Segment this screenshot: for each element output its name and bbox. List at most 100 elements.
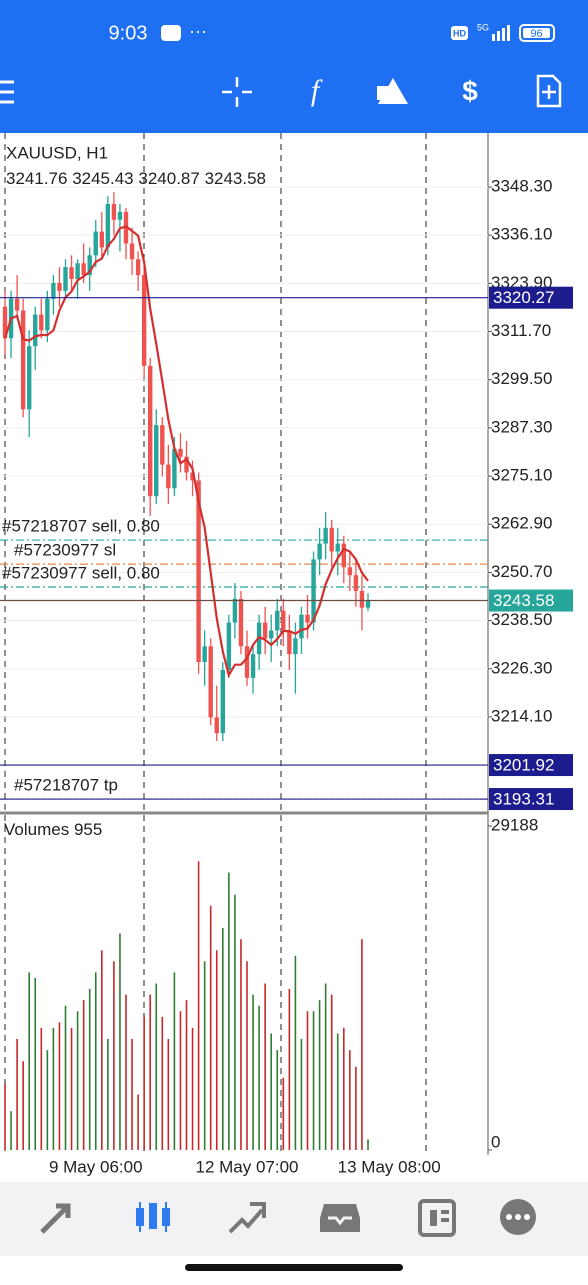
- chart: XAUUSD, H1 3241.76 3245.43 3240.87 3243.…: [0, 133, 573, 1176]
- menu-button[interactable]: [0, 80, 14, 104]
- candle-body: [33, 314, 38, 347]
- candle-body: [238, 598, 244, 647]
- nav-quotes[interactable]: [40, 1203, 71, 1234]
- candle-body: [196, 480, 201, 663]
- x-tick-label: 12 May 07:00: [195, 1157, 298, 1176]
- nav-news[interactable]: [418, 1199, 456, 1237]
- candle-body: [232, 598, 238, 623]
- trade-button[interactable]: $: [462, 75, 478, 106]
- candle-body: [262, 622, 268, 639]
- hd-text: HD: [453, 28, 466, 38]
- nav-trade[interactable]: [228, 1202, 266, 1234]
- battery-text: 96: [530, 28, 542, 40]
- ohlc-high: 3245.43: [72, 169, 133, 188]
- candle-body: [93, 231, 98, 256]
- candle-body: [323, 527, 328, 544]
- candle-body: [99, 231, 104, 248]
- ohlc-open: 3241.76: [6, 169, 67, 188]
- candle-body: [154, 425, 159, 497]
- candle-body: [20, 310, 26, 410]
- candle-body: [287, 630, 292, 655]
- crosshair-button[interactable]: [222, 77, 252, 107]
- order-label: #57230977 sell, 0.80: [2, 564, 160, 583]
- candle-body: [81, 263, 86, 276]
- new-order-button[interactable]: [536, 74, 562, 108]
- tp-level-box: [489, 788, 573, 811]
- volume-last: 955: [74, 820, 102, 839]
- candle-body: [57, 282, 62, 291]
- y-tick-label: 3311.70: [491, 321, 551, 340]
- candle-body: [317, 543, 322, 560]
- volume-tick-label: 0: [491, 1132, 500, 1151]
- candle-body: [275, 610, 280, 631]
- candle-body: [51, 282, 56, 299]
- x-tick-label: 9 May 06:00: [49, 1157, 143, 1176]
- candle-body: [39, 314, 44, 331]
- y-tick-label: 3275.10: [491, 466, 552, 485]
- volume-label: Volumes: [4, 820, 69, 839]
- y-tick-label: 3336.10: [491, 225, 552, 244]
- battery: [519, 24, 555, 42]
- objects-button[interactable]: [377, 78, 408, 104]
- level-label: 3320.27: [493, 288, 554, 307]
- candle-body: [353, 575, 359, 591]
- candle-body: [202, 646, 207, 663]
- nav-history[interactable]: [320, 1204, 360, 1232]
- level-box: [489, 754, 573, 777]
- ohlc-header: 3241.76 3245.43 3240.87 3243.58: [6, 169, 266, 188]
- order-label: #57230977 sl: [14, 541, 116, 560]
- candle-body: [226, 622, 232, 670]
- candle-body: [293, 638, 298, 655]
- day-separators: [4, 133, 427, 1155]
- candle-body: [117, 211, 123, 220]
- tp-level-label: 3193.31: [493, 790, 554, 809]
- candle-body: [2, 306, 8, 339]
- top-bar: [0, 0, 588, 133]
- candle-body: [184, 456, 189, 473]
- signal: [492, 25, 510, 41]
- y-tick-label: 3287.30: [491, 417, 552, 436]
- candle-body: [311, 559, 316, 623]
- battery-level: [523, 28, 550, 38]
- candle-body: [129, 243, 135, 260]
- y-tick-label: 3226.30: [491, 658, 552, 677]
- candle-body: [105, 203, 111, 248]
- order-label: #57218707 sell, 0.80: [2, 517, 160, 536]
- candle-body: [341, 543, 346, 568]
- x-tick-label: 13 May 08:00: [338, 1157, 441, 1176]
- candle-body: [365, 600, 371, 608]
- candle-body: [111, 203, 117, 220]
- candle-body: [14, 298, 20, 311]
- nav-chat[interactable]: [500, 1199, 536, 1235]
- hd-icon: [451, 26, 468, 40]
- candle-body: [335, 543, 340, 552]
- current-price-label: 3243.58: [493, 591, 554, 610]
- y-tick-label: 3262.90: [491, 514, 552, 533]
- bottom-nav: [0, 1182, 588, 1256]
- candle-body: [135, 259, 141, 276]
- wechat-icon: [161, 25, 181, 41]
- candle-body: [359, 590, 365, 608]
- nav-chart[interactable]: [136, 1202, 170, 1232]
- volume-tick-label: 29188: [491, 815, 538, 834]
- candle-body: [208, 646, 213, 718]
- candle-body: [269, 630, 274, 639]
- current-price-box: [489, 589, 573, 612]
- order-label: #57218707 tp: [14, 776, 118, 795]
- candle-body: [299, 614, 304, 639]
- level-label: 3201.92: [493, 756, 554, 775]
- y-tick-label: 3214.10: [491, 706, 552, 725]
- candle-body: [63, 267, 68, 291]
- candle-body: [281, 610, 286, 631]
- candle-body: [214, 717, 219, 734]
- symbol-title: XAUUSD, H1: [6, 143, 108, 162]
- candle-body: [45, 298, 50, 331]
- y-tick-label: 3238.50: [491, 610, 552, 629]
- y-tick-label: 3348.30: [491, 176, 552, 195]
- level-box: [489, 286, 573, 309]
- volume-title: Volumes 955: [4, 820, 102, 839]
- candle-body: [69, 267, 74, 280]
- candle-body: [347, 567, 353, 576]
- more-dots: ···: [189, 21, 207, 41]
